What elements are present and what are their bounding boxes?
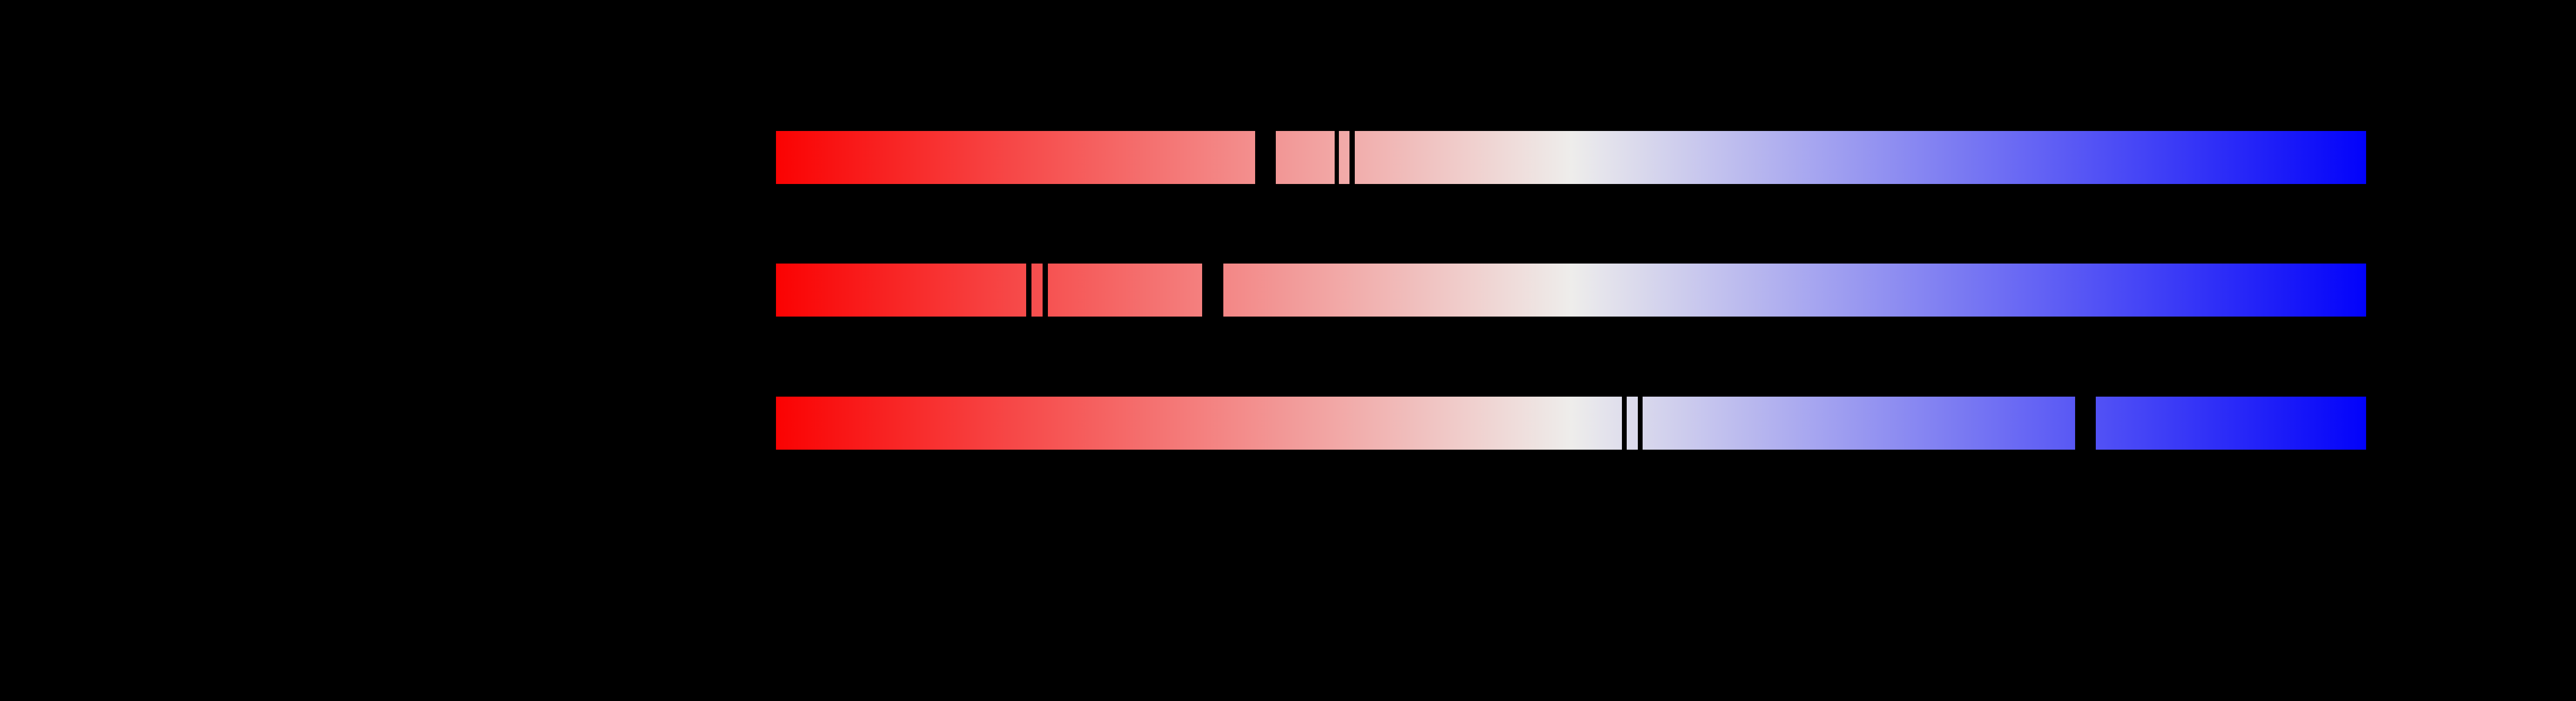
- marker-tick: [1026, 264, 1031, 317]
- marker-tick: [1042, 264, 1048, 317]
- marker-tick: [1202, 264, 1224, 317]
- marker-tick: [1335, 131, 1339, 184]
- marker-tick: [1638, 397, 1643, 450]
- marker-tick: [1349, 131, 1355, 184]
- gradient-strip-3: [776, 397, 2366, 450]
- gradient-strip-2: [776, 264, 2366, 317]
- marker-tick: [2075, 397, 2096, 450]
- gradient-strip-1: [776, 131, 2366, 184]
- marker-tick: [1255, 131, 1276, 184]
- marker-tick: [1622, 397, 1627, 450]
